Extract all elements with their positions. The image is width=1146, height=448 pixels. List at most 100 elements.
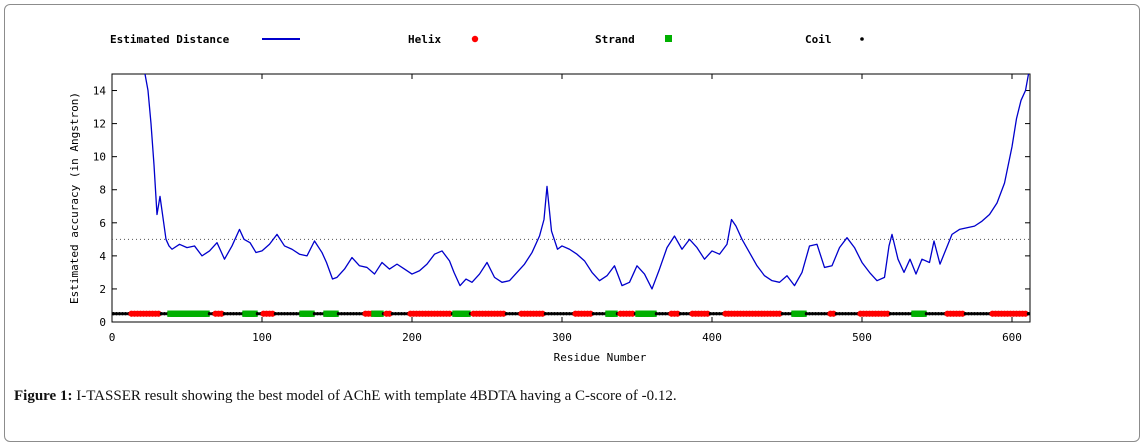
plot-area [111, 73, 1031, 323]
coil-marker [849, 312, 854, 316]
helix-marker [386, 310, 393, 317]
legend-distance-label: Estimated Distance [110, 33, 230, 46]
coil-marker [282, 312, 287, 316]
coil-marker [222, 312, 227, 316]
coil-marker [291, 312, 296, 316]
legend-strand-marker [665, 35, 672, 42]
coil-marker [513, 312, 518, 316]
coil-marker [399, 312, 404, 316]
coil-marker [312, 312, 317, 316]
coil-marker [891, 312, 896, 316]
coil-marker [315, 312, 320, 316]
coil-marker [894, 312, 899, 316]
coil-marker [717, 312, 722, 316]
coil-marker [507, 312, 512, 316]
x-tick-label: 500 [852, 331, 872, 344]
coil-marker [237, 312, 242, 316]
y-tick-label: 12 [93, 118, 106, 131]
coil-marker [846, 312, 851, 316]
distance-series [144, 73, 1030, 290]
coil-marker [816, 312, 821, 316]
legend-helix-marker [471, 35, 479, 43]
coil-marker [342, 312, 347, 316]
coil-marker [963, 312, 968, 316]
helix-marker [1022, 310, 1029, 317]
strand-marker [650, 310, 657, 317]
coil-marker [549, 312, 554, 316]
y-tick-label: 14 [93, 85, 107, 98]
helix-marker [218, 310, 225, 317]
helix-marker [704, 310, 711, 317]
coil-marker [276, 312, 281, 316]
coil-marker [807, 312, 812, 316]
coil-marker [390, 312, 395, 316]
coil-marker [561, 312, 566, 316]
coil-marker [231, 312, 236, 316]
coil-marker [927, 312, 932, 316]
helix-marker [155, 310, 162, 317]
x-tick-label: 0 [109, 331, 116, 344]
coil-marker [903, 312, 908, 316]
coil-marker [684, 312, 689, 316]
strand-marker [464, 310, 471, 317]
coil-marker [285, 312, 290, 316]
coil-marker [681, 312, 686, 316]
helix-marker [500, 310, 507, 317]
coil-marker [591, 312, 596, 316]
coil-marker [678, 312, 683, 316]
coil-marker [318, 312, 323, 316]
coil-marker [339, 312, 344, 316]
coil-marker [225, 312, 230, 316]
strand-marker [251, 310, 258, 317]
helix-marker [446, 310, 453, 317]
coil-marker [834, 312, 839, 316]
coil-marker [900, 312, 905, 316]
coil-marker [117, 312, 122, 316]
coil-marker [837, 312, 842, 316]
helix-marker [674, 310, 681, 317]
helix-marker [539, 310, 546, 317]
coil-marker [111, 312, 116, 316]
helix-marker [587, 310, 594, 317]
strand-marker [377, 310, 384, 317]
coil-marker [888, 312, 893, 316]
coil-marker [933, 312, 938, 316]
coil-marker [234, 312, 239, 316]
coil-marker [1026, 312, 1031, 316]
coil-marker [162, 312, 167, 316]
y-tick-label: 6 [99, 217, 106, 230]
coil-marker [279, 312, 284, 316]
coil-marker [354, 312, 359, 316]
coil-marker [936, 312, 941, 316]
y-axis-label: Estimated accuracy (in Angstron) [68, 92, 81, 304]
coil-marker [351, 312, 356, 316]
coil-marker [546, 312, 551, 316]
coil-marker [786, 312, 791, 316]
coil-marker [657, 312, 662, 316]
y-tick-label: 4 [99, 250, 106, 263]
caption-label: Figure 1: [14, 388, 73, 404]
legend-strand-label: Strand [595, 33, 635, 46]
coil-marker [984, 312, 989, 316]
coil-marker [852, 312, 857, 316]
helix-marker [959, 310, 966, 317]
strand-marker [308, 310, 315, 317]
coil-marker [159, 312, 164, 316]
coil-marker [357, 312, 362, 316]
coil-marker [822, 312, 827, 316]
coil-marker [660, 312, 665, 316]
coil-marker [402, 312, 407, 316]
helix-marker [776, 310, 783, 317]
y-tick-label: 10 [93, 151, 106, 164]
coil-marker [543, 312, 548, 316]
strand-marker [332, 310, 339, 317]
strand-marker [800, 310, 807, 317]
coil-marker [972, 312, 977, 316]
x-tick-label: 100 [252, 331, 272, 344]
coil-marker [939, 312, 944, 316]
coil-marker [654, 312, 659, 316]
coil-marker [510, 312, 515, 316]
coil-marker [123, 312, 128, 316]
coil-marker [708, 312, 713, 316]
